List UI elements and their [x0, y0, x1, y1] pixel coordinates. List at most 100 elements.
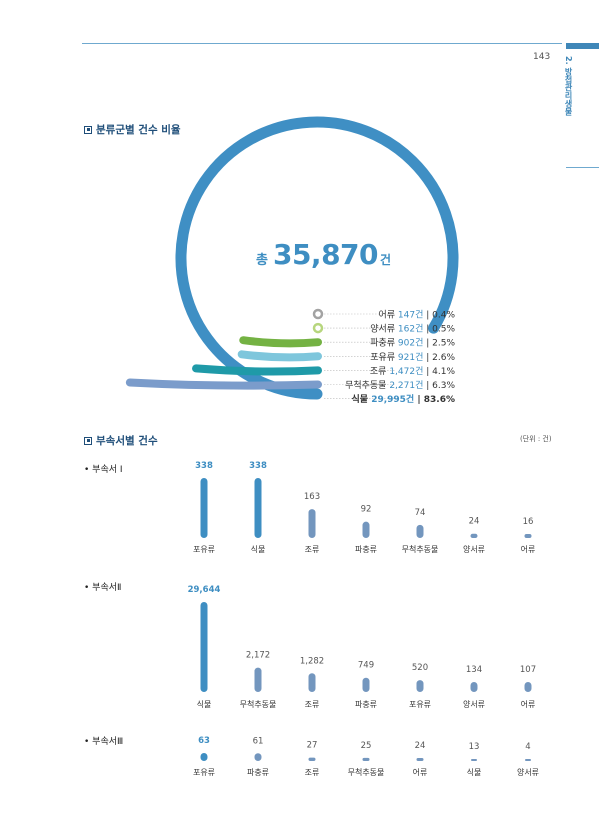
bar-어류	[524, 534, 532, 538]
group-label-3: • 부속서Ⅲ	[84, 737, 124, 747]
slice-count: 902건	[398, 338, 423, 349]
slice-count: 921건	[398, 352, 423, 363]
unit-note: (단위 : 건)	[520, 435, 552, 443]
bar-무척추동물	[416, 524, 424, 538]
bar-value-label: 163	[304, 492, 320, 502]
chapter-side-label: 2. 방첩관리생물	[564, 56, 573, 116]
bar-포유류	[416, 680, 424, 692]
slice-label-파충류: 파충류 902건 | 2.5%	[370, 338, 455, 349]
slice-count: 2,271건	[389, 380, 423, 391]
slice-label-무척추동물: 무척추동물 2,271건 | 6.3%	[345, 380, 455, 391]
bar-양서류	[470, 682, 478, 692]
slice-arc-포유류	[237, 350, 322, 362]
bar-양서류	[470, 533, 478, 538]
bar-value-label: 27	[307, 741, 318, 751]
total-suffix: 건	[380, 253, 392, 267]
bar-식물	[254, 478, 262, 538]
slice-name: 어류	[378, 310, 397, 321]
bar-category-label: 식물	[251, 545, 266, 554]
bar-category-label: 파충류	[355, 545, 377, 554]
header-rule	[82, 43, 562, 44]
slice-count: 29,995건	[371, 393, 414, 405]
bar-포유류	[200, 753, 208, 761]
slice-name: 조류	[370, 366, 389, 377]
slice-percent: | 0.4%	[423, 311, 455, 321]
bar-value-label: 63	[198, 736, 210, 746]
bar-value-label: 61	[253, 736, 264, 746]
bar-식물	[471, 759, 477, 761]
bar-category-label: 무척추동물	[348, 768, 385, 777]
slice-percent: | 4.1%	[423, 367, 455, 377]
bar-category-label: 어류	[521, 699, 536, 709]
slice-label-어류: 어류 147건 | 0.4%	[378, 310, 455, 321]
bar-포유류	[200, 478, 208, 538]
total-count: 총 35,870 건	[256, 238, 391, 271]
bar-무척추동물	[362, 757, 370, 761]
bar-value-label: 107	[520, 665, 536, 675]
slice-label-양서류: 양서류 162건 | 0.5%	[370, 324, 455, 335]
bar-어류	[524, 682, 532, 692]
slice-arc-파충류	[239, 336, 322, 348]
bar-파충류	[362, 521, 370, 538]
bar-value-label: 92	[361, 505, 372, 515]
bar-식물	[200, 602, 208, 692]
slice-count: 162건	[398, 324, 423, 335]
dept-section-title-text: 부속서별 건수	[96, 435, 158, 447]
slice-label-조류: 조류 1,472건 | 4.1%	[370, 366, 456, 377]
bar-value-label: 16	[523, 517, 534, 527]
bar-category-label: 포유류	[193, 545, 215, 554]
bar-category-label: 무척추동물	[240, 700, 277, 709]
dept-section-title: 부속서별 건수	[84, 433, 158, 448]
bar-value-label: 338	[195, 461, 213, 471]
bar-value-label: 520	[412, 663, 428, 673]
bar-value-label: 338	[249, 461, 267, 471]
page-number: 143	[533, 52, 551, 62]
side-rule	[566, 167, 599, 168]
bar-조류	[308, 509, 316, 538]
bar-파충류	[362, 677, 370, 692]
slice-name: 무척추동물	[345, 380, 389, 391]
bar-value-label: 24	[469, 517, 480, 527]
bar-category-label: 양서류	[517, 768, 539, 777]
bar-value-label: 2,172	[246, 651, 270, 661]
bar-value-label: 25	[361, 741, 372, 751]
slice-percent: | 6.3%	[423, 381, 455, 391]
ring-slice-식물	[175, 116, 459, 400]
slice-name: 식물	[352, 393, 372, 405]
bar-category-label: 어류	[413, 767, 428, 777]
group-label-2: • 부속서Ⅱ	[84, 583, 122, 593]
slice-percent: | 0.5%	[423, 325, 455, 335]
bar-category-label: 무척추동물	[402, 545, 439, 554]
bar-category-label: 포유류	[409, 700, 431, 709]
slice-name: 포유류	[370, 352, 398, 363]
slice-marker-양서류	[312, 322, 324, 334]
square-bullet-icon	[84, 436, 92, 445]
bar-category-label: 파충류	[355, 700, 377, 709]
slice-label-포유류: 포유류 921건 | 2.6%	[370, 352, 455, 363]
bar-value-label: 29,644	[188, 585, 221, 595]
total-value: 35,870	[272, 238, 379, 271]
bar-category-label: 파충류	[247, 768, 269, 777]
slice-arc-무척추동물	[125, 378, 322, 390]
total-prefix: 총	[256, 253, 268, 268]
slice-count: 147건	[398, 310, 423, 321]
ratio-section-title: 분류군별 건수 비율	[84, 122, 181, 137]
bar-value-label: 134	[466, 665, 482, 675]
bar-value-label: 13	[469, 742, 480, 752]
bar-category-label: 조류	[305, 768, 320, 777]
bar-category-label: 식물	[467, 768, 482, 777]
bar-value-label: 74	[415, 508, 426, 518]
bar-category-label: 조류	[305, 545, 320, 554]
bar-category-label: 양서류	[463, 545, 485, 554]
bar-양서류	[525, 759, 531, 761]
bar-조류	[308, 673, 316, 692]
bar-category-label: 양서류	[463, 700, 485, 709]
slice-count: 1,472건	[389, 366, 423, 377]
bar-무척추동물	[254, 667, 262, 692]
slice-percent: | 83.6%	[414, 395, 455, 405]
side-tab	[566, 43, 599, 49]
bar-value-label: 4	[525, 742, 530, 752]
bar-category-label: 식물	[197, 700, 212, 709]
bar-value-label: 1,282	[300, 656, 324, 666]
